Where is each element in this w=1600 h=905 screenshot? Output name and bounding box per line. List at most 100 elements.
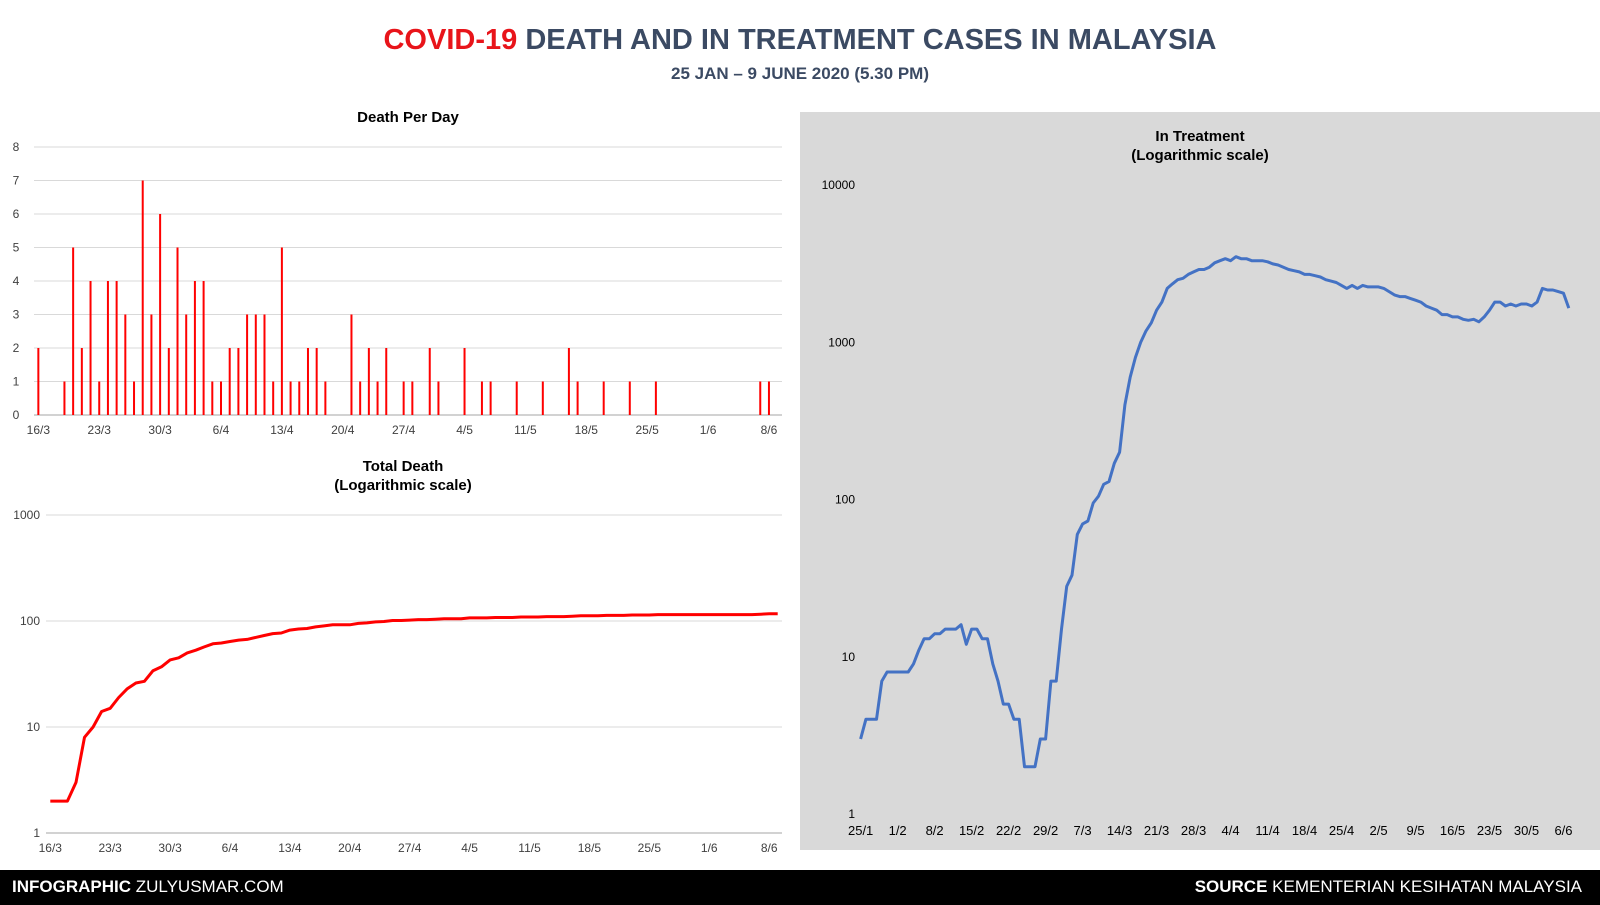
x-tick-label: 2/5 <box>1370 823 1388 838</box>
x-tick-label: 27/4 <box>392 423 416 437</box>
death-bar <box>350 314 353 415</box>
x-tick-label: 27/4 <box>398 841 422 855</box>
y-tick-label: 10 <box>842 650 856 664</box>
death-bar <box>211 381 214 415</box>
x-tick-label: 13/4 <box>270 423 294 437</box>
footer-bar: INFOGRAPHIC ZULYUSMAR.COM SOURCE KEMENTE… <box>0 870 1600 905</box>
footer-credit: INFOGRAPHIC ZULYUSMAR.COM <box>12 877 284 897</box>
x-tick-label: 18/5 <box>578 841 602 855</box>
x-tick-label: 22/2 <box>996 823 1021 838</box>
death-bar <box>124 314 127 415</box>
y-tick-label: 8 <box>13 140 20 154</box>
x-tick-label: 25/1 <box>848 823 873 838</box>
death-bar <box>246 314 249 415</box>
in-treatment-line <box>859 255 1571 769</box>
x-tick-label: 28/3 <box>1181 823 1206 838</box>
death-bar <box>463 348 466 415</box>
x-tick-label: 14/3 <box>1107 823 1132 838</box>
death-bar <box>602 381 605 415</box>
y-tick-label: 7 <box>13 174 20 188</box>
death-bar <box>150 314 153 415</box>
x-tick-label: 8/6 <box>761 423 778 437</box>
death-bar <box>185 314 188 415</box>
x-tick-label: 16/5 <box>1440 823 1465 838</box>
death-bar <box>376 381 379 415</box>
y-tick-label: 100 <box>20 614 40 628</box>
y-tick-label: 1000 <box>828 335 855 349</box>
death-bar <box>176 247 179 415</box>
title-rest: DEATH AND IN TREATMENT CASES IN MALAYSIA <box>525 24 1217 56</box>
death-bar <box>628 381 631 415</box>
infographic-title: COVID-19 DEATH AND IN TREATMENT CASES IN… <box>0 24 1600 57</box>
chart-title-in-treatment: In Treatment <box>1155 128 1244 145</box>
x-tick-label: 20/4 <box>338 841 362 855</box>
death-bar <box>567 348 570 415</box>
death-bar <box>411 381 414 415</box>
y-tick-label: 10000 <box>822 178 856 192</box>
y-tick-label: 4 <box>13 274 20 288</box>
x-tick-label: 29/2 <box>1033 823 1058 838</box>
death-bar <box>193 281 196 415</box>
x-tick-label: 25/5 <box>638 841 662 855</box>
death-bar <box>654 381 657 415</box>
y-tick-label: 1 <box>848 807 855 821</box>
death-bar <box>515 381 518 415</box>
x-tick-label: 23/3 <box>88 423 112 437</box>
x-tick-label: 11/5 <box>514 423 537 437</box>
y-tick-label: 3 <box>13 308 20 322</box>
death-bar <box>141 180 144 415</box>
death-bar <box>98 381 101 415</box>
chart-title-total-death: Total Death <box>363 458 444 475</box>
death-bar <box>202 281 205 415</box>
x-tick-label: 11/4 <box>1255 823 1279 838</box>
footer-source: SOURCE KEMENTERIAN KESIHATAN MALAYSIA <box>1195 877 1582 897</box>
x-tick-label: 11/5 <box>518 841 541 855</box>
death-bar <box>80 348 83 415</box>
x-tick-label: 6/4 <box>213 423 230 437</box>
charts-canvas: Death Per Day 0 1 2 3 4 5 6 7 8 16/3 23/3 30/3 6/4 13/… <box>13 109 1600 855</box>
y-tick-label: 1 <box>13 375 20 389</box>
y-tick-label: 1 <box>33 826 40 840</box>
x-tick-label: 6/4 <box>222 841 239 855</box>
y-tick-label: 0 <box>13 408 20 422</box>
x-tick-label: 23/5 <box>1477 823 1502 838</box>
death-bar <box>115 281 118 415</box>
x-tick-label: 9/5 <box>1406 823 1424 838</box>
x-tick-label: 25/5 <box>636 423 660 437</box>
death-bar <box>254 314 257 415</box>
y-tick-label: 100 <box>835 493 855 507</box>
y-tick-label: 10 <box>27 720 41 734</box>
footer-source-text: KEMENTERIAN KESIHATAN MALAYSIA <box>1272 877 1582 896</box>
death-bar <box>37 348 40 415</box>
y-tick-label: 1000 <box>13 508 40 522</box>
infographic-subtitle: 25 JAN – 9 JUNE 2020 (5.30 PM) <box>671 64 929 83</box>
death-bar <box>480 381 483 415</box>
death-bar <box>133 381 136 415</box>
x-tick-label: 25/4 <box>1329 823 1354 838</box>
death-bar <box>489 381 492 415</box>
x-tick-label: 4/5 <box>456 423 473 437</box>
y-tick-label: 2 <box>13 341 20 355</box>
y-tick-label: 6 <box>13 207 20 221</box>
x-tick-label: 18/5 <box>575 423 599 437</box>
death-bar <box>89 281 92 415</box>
death-bar <box>367 348 370 415</box>
death-bar <box>159 214 162 415</box>
death-bar <box>289 381 292 415</box>
x-tick-label: 8/6 <box>761 841 778 855</box>
death-bar <box>167 348 170 415</box>
death-bar <box>72 247 75 415</box>
death-bar <box>272 381 275 415</box>
death-bar <box>306 348 309 415</box>
x-tick-label: 1/6 <box>701 841 718 855</box>
death-bar <box>220 381 222 415</box>
in-treatment-panel <box>800 112 1600 850</box>
death-bar <box>106 281 109 415</box>
x-tick-label: 20/4 <box>331 423 355 437</box>
chart-title-death-per-day: Death Per Day <box>357 109 459 126</box>
death-bar <box>759 381 762 415</box>
x-tick-label: 30/3 <box>148 423 172 437</box>
x-tick-label: 30/5 <box>1514 823 1539 838</box>
x-tick-label: 21/3 <box>1144 823 1169 838</box>
x-tick-label: 6/6 <box>1554 823 1572 838</box>
